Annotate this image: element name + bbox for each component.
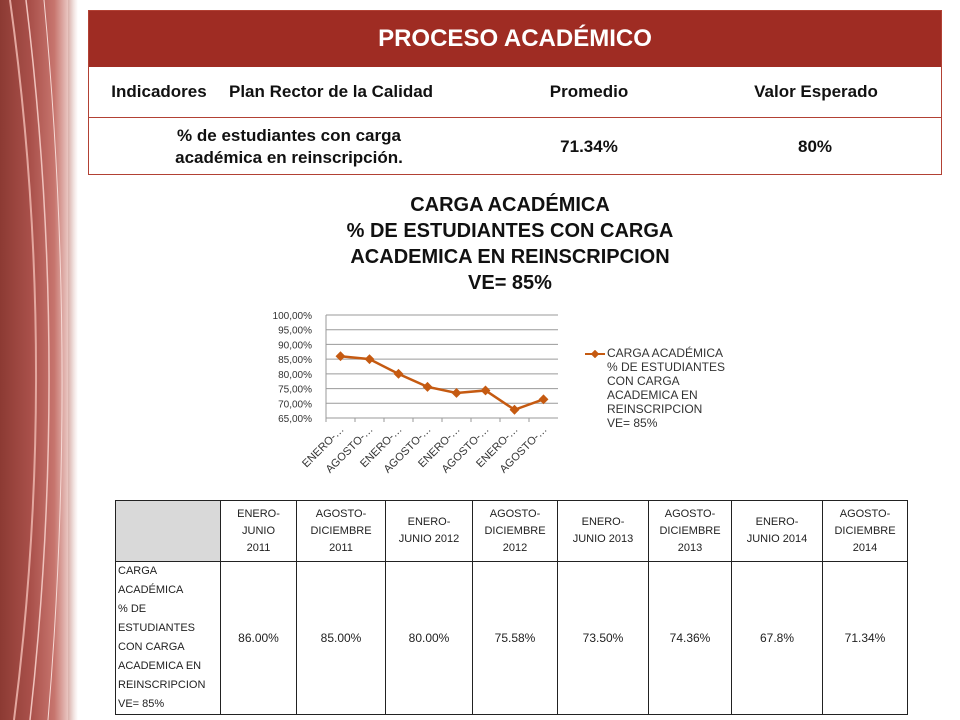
data-point <box>509 404 520 415</box>
indicator-line-1: % de estudiantes con carga <box>177 125 401 145</box>
legend-series-label: CARGA ACADÉMICA % DE ESTUDIANTES CON CAR… <box>607 346 747 430</box>
table-value-cell: 75.58% <box>472 561 558 715</box>
table-corner-cell <box>115 500 221 562</box>
table-value-cell: 86.00% <box>220 561 297 715</box>
table-value-cell: 74.36% <box>648 561 732 715</box>
row-label: CARGA ACADÉMICA % DE ESTUDIANTES CON CARGA… <box>115 561 221 715</box>
table-column-headers: Indicadores Plan Rector de la Calidad Pr… <box>89 67 941 118</box>
table-value-cell: 71.34% <box>822 561 908 715</box>
expected-value: 80% <box>797 136 833 156</box>
y-tick-label: 80,00% <box>278 370 312 381</box>
data-point <box>393 368 404 379</box>
indicator-summary-table: PROCESO ACADÉMICO Indicadores Plan Recto… <box>88 10 942 175</box>
y-tick-label: 90,00% <box>278 340 312 351</box>
average-value: 71.34% <box>560 136 618 156</box>
table-value-cell: 85.00% <box>296 561 386 715</box>
table-row: % de estudiantes con carga académica en … <box>89 118 941 175</box>
table-header-cell: AGOSTO- DICIEMBRE 2013 <box>648 500 732 562</box>
y-tick-label: 85,00% <box>278 355 312 366</box>
chart-title-line-4: VE= 85% <box>468 272 552 294</box>
line-chart: 100,00% 95,00% 90,00% 85,00% 80,00% 75,00% 70,… <box>273 311 558 476</box>
legend-line: CON CARGA <box>607 374 680 388</box>
table-value-cell: 80.00% <box>385 561 473 715</box>
y-tick-label: 95,00% <box>278 326 312 337</box>
data-point <box>451 388 462 398</box>
data-point <box>364 354 375 365</box>
table-value-cell: 73.50% <box>557 561 649 715</box>
table-header-cell: ENERO- JUNIO 2013 <box>557 500 649 562</box>
column-header-plan: Plan Rector de la Calidad <box>229 82 434 101</box>
decorative-side-band <box>0 0 68 720</box>
table-value-cell: 67.8% <box>731 561 823 715</box>
column-header-average: Promedio <box>549 82 629 101</box>
legend-series-marker <box>585 350 605 358</box>
table-header-cell: ENERO- JUNIO 2011 <box>220 500 297 562</box>
data-table: ENERO- JUNIO 2011 AGOSTO- DICIEMBRE 2011 ENE… <box>115 500 908 715</box>
legend-line: ACADEMICA EN <box>607 388 698 402</box>
data-point <box>422 381 433 392</box>
legend-line: % DE ESTUDIANTES <box>607 360 726 374</box>
table-header-cell: ENERO- JUNIO 2014 <box>731 500 823 562</box>
table-header-cell: AGOSTO- DICIEMBRE 2012 <box>472 500 558 562</box>
table-header-cell: AGOSTO- DICIEMBRE 2011 <box>296 500 386 562</box>
legend-line: CARGA ACADÉMICA <box>607 346 724 360</box>
decorative-curves <box>9 0 63 720</box>
decorative-band-edge <box>68 0 78 720</box>
table-title: PROCESO ACADÉMICO <box>89 11 941 67</box>
chart-title-line-1: CARGA ACADÉMICA <box>410 194 610 216</box>
indicator-description: % de estudiantes con carga académica en … <box>89 125 489 169</box>
y-tick-label: 75,00% <box>278 385 312 396</box>
column-header-expected: Valor Esperado <box>754 82 878 101</box>
data-point <box>335 351 346 362</box>
table-row: CARGA ACADÉMICA % DE ESTUDIANTES CON CARGA… <box>115 561 908 715</box>
legend-line: REINSCRIPCION <box>607 402 703 416</box>
data-point <box>538 394 549 405</box>
table-header-cell: ENERO- JUNIO 2012 <box>385 500 473 562</box>
chart-title-line-2: % DE ESTUDIANTES CON CARGA <box>346 220 674 242</box>
table-header-cell: AGOSTO- DICIEMBRE 2014 <box>822 500 908 562</box>
chart-title-line-3: ACADEMICA EN REINSCRIPCION <box>350 246 670 268</box>
series-line <box>340 354 544 412</box>
chart-title: CARGA ACADÉMICA % DE ESTUDIANTES CON CAR… <box>240 192 780 296</box>
y-tick-label: 70,00% <box>278 399 312 410</box>
indicator-line-2: académica en reinscripción. <box>175 147 403 167</box>
legend-line: VE= 85% <box>607 416 658 430</box>
y-tick-label: 65,00% <box>278 414 312 425</box>
column-header-indicators: Indicadores <box>111 82 207 101</box>
y-tick-label: 100,00% <box>273 311 313 322</box>
